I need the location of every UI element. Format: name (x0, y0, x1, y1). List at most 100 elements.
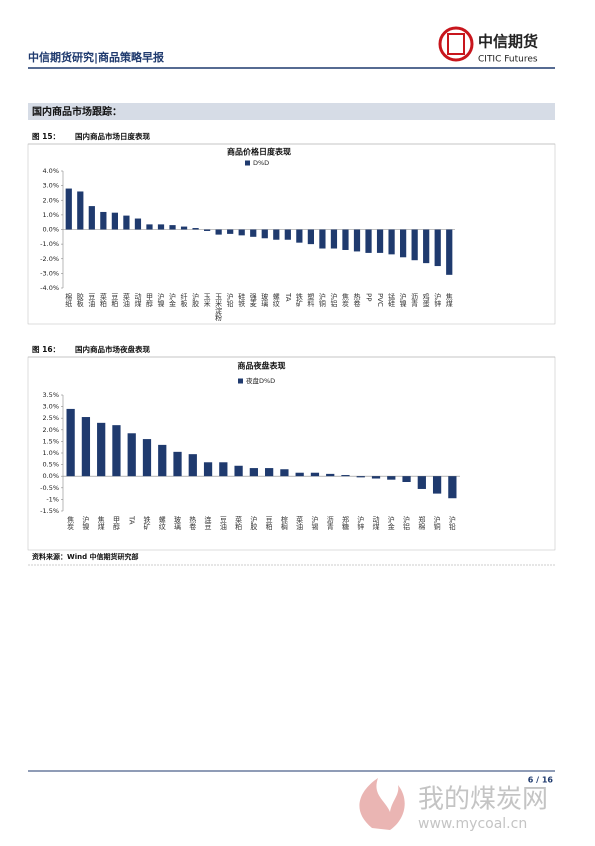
x-tick-label: 沪铜 (318, 292, 326, 308)
x-tick-label: 郑棉 (418, 516, 426, 531)
bar (227, 229, 234, 234)
bar (77, 191, 84, 230)
bar (319, 229, 326, 249)
x-tick-label: 甲醇 (112, 516, 120, 531)
y-tick-label: 2.0% (42, 426, 59, 434)
x-tick-label: 豆油 (88, 293, 96, 308)
legend-swatch (238, 378, 243, 384)
bar (400, 229, 407, 258)
y-tick-label: -1.0% (40, 240, 59, 248)
y-tick-label: -4.0% (40, 284, 59, 292)
bar (265, 468, 274, 477)
bar (356, 476, 365, 478)
chart-title: 商品夜盘表现 (238, 361, 286, 371)
bar (388, 229, 395, 255)
bar (81, 417, 91, 477)
bar (261, 229, 268, 239)
chart-frame (27, 356, 556, 551)
x-tick-label: 焦煤 (97, 515, 105, 531)
x-tick-label: 玻璃 (174, 515, 182, 531)
chart-frame (27, 143, 556, 325)
bar (238, 229, 245, 236)
bar (250, 229, 257, 237)
y-tick-label: -3.0% (40, 269, 59, 277)
x-tick-label: 甲醇 (145, 293, 153, 308)
page-number: 6 / 16 (528, 776, 554, 785)
x-tick-label: 纤板 (180, 292, 188, 308)
y-tick-label: 1.0% (42, 449, 59, 457)
x-tick-label: PP (365, 293, 373, 301)
y-tick-label: -1% (46, 495, 59, 503)
x-tick-label: 沪铅 (448, 515, 456, 531)
x-tick-label: 塑料 (307, 292, 315, 308)
logo-mark-inner (447, 33, 465, 55)
x-tick-label: 铁矿 (143, 515, 151, 531)
bar (234, 465, 243, 477)
figure-label: 图 16： (32, 345, 60, 354)
legend-label: 夜盘D%D (246, 376, 275, 385)
legend-swatch (245, 160, 250, 166)
bar (353, 229, 361, 252)
x-tick-label: TA (128, 515, 136, 525)
bar (157, 224, 165, 230)
x-tick-label: 焦煤 (445, 292, 453, 308)
y-tick-label: -1.5% (40, 507, 59, 515)
bar (417, 476, 426, 489)
x-tick-label: 沪镍 (82, 515, 90, 531)
y-tick-label: -0.5% (40, 484, 59, 492)
x-tick-label: 玉米淀粉 (215, 293, 223, 322)
section-title: 国内商品市场跟踪： (32, 105, 122, 118)
bar (158, 444, 167, 477)
bar (448, 476, 457, 499)
bar (123, 215, 130, 230)
bar (280, 469, 289, 477)
x-tick-label: 沪铅 (226, 292, 234, 308)
x-tick-label: 沥青 (411, 292, 419, 308)
x-tick-label: 玉米 (203, 293, 211, 308)
bar (88, 206, 95, 230)
source-note: 资料来源：Wind 中信期货研究部 (32, 552, 139, 561)
bar (112, 425, 121, 477)
x-tick-label: TA (284, 292, 292, 302)
x-tick-label: 菜粕 (235, 515, 243, 531)
bar (188, 454, 197, 477)
x-tick-label: 螺纹 (272, 292, 280, 308)
bar (180, 226, 188, 230)
bar (65, 188, 72, 230)
bar (111, 212, 118, 230)
section-bar (28, 103, 555, 120)
bar (446, 229, 453, 275)
figure-label: 图 15： (32, 132, 60, 141)
bar (310, 472, 320, 477)
bar (387, 476, 396, 480)
bar (134, 218, 142, 230)
bar (326, 473, 335, 477)
x-tick-label: 沥青 (326, 515, 334, 531)
figure-caption: 国内商品市场夜盘表现 (75, 344, 150, 354)
bar (330, 229, 338, 249)
bar (203, 462, 213, 477)
bar (284, 229, 291, 240)
chart-title: 商品价格日度表现 (227, 147, 291, 157)
watermark-url: www.mycoal.cn (418, 816, 527, 832)
logo-mark (438, 26, 474, 62)
bar (402, 476, 411, 482)
x-tick-label: 沪金 (387, 515, 395, 530)
bar (97, 422, 106, 477)
logo-text: 中信期货 (478, 33, 538, 51)
bar (273, 229, 280, 240)
watermark-logo (359, 778, 405, 830)
x-tick-label: 沪镍 (157, 292, 165, 308)
bar (371, 476, 381, 479)
bar (296, 229, 303, 243)
bar (411, 229, 418, 261)
bar (423, 229, 430, 264)
y-tick-label: 0.0% (42, 472, 59, 480)
x-tick-label: 菜油 (296, 515, 304, 531)
x-tick-label: 沪铜 (433, 515, 441, 531)
y-tick-label: 2.5% (42, 414, 59, 422)
bar (341, 475, 350, 477)
bar (66, 408, 75, 477)
x-tick-label: 豆油 (219, 516, 227, 531)
